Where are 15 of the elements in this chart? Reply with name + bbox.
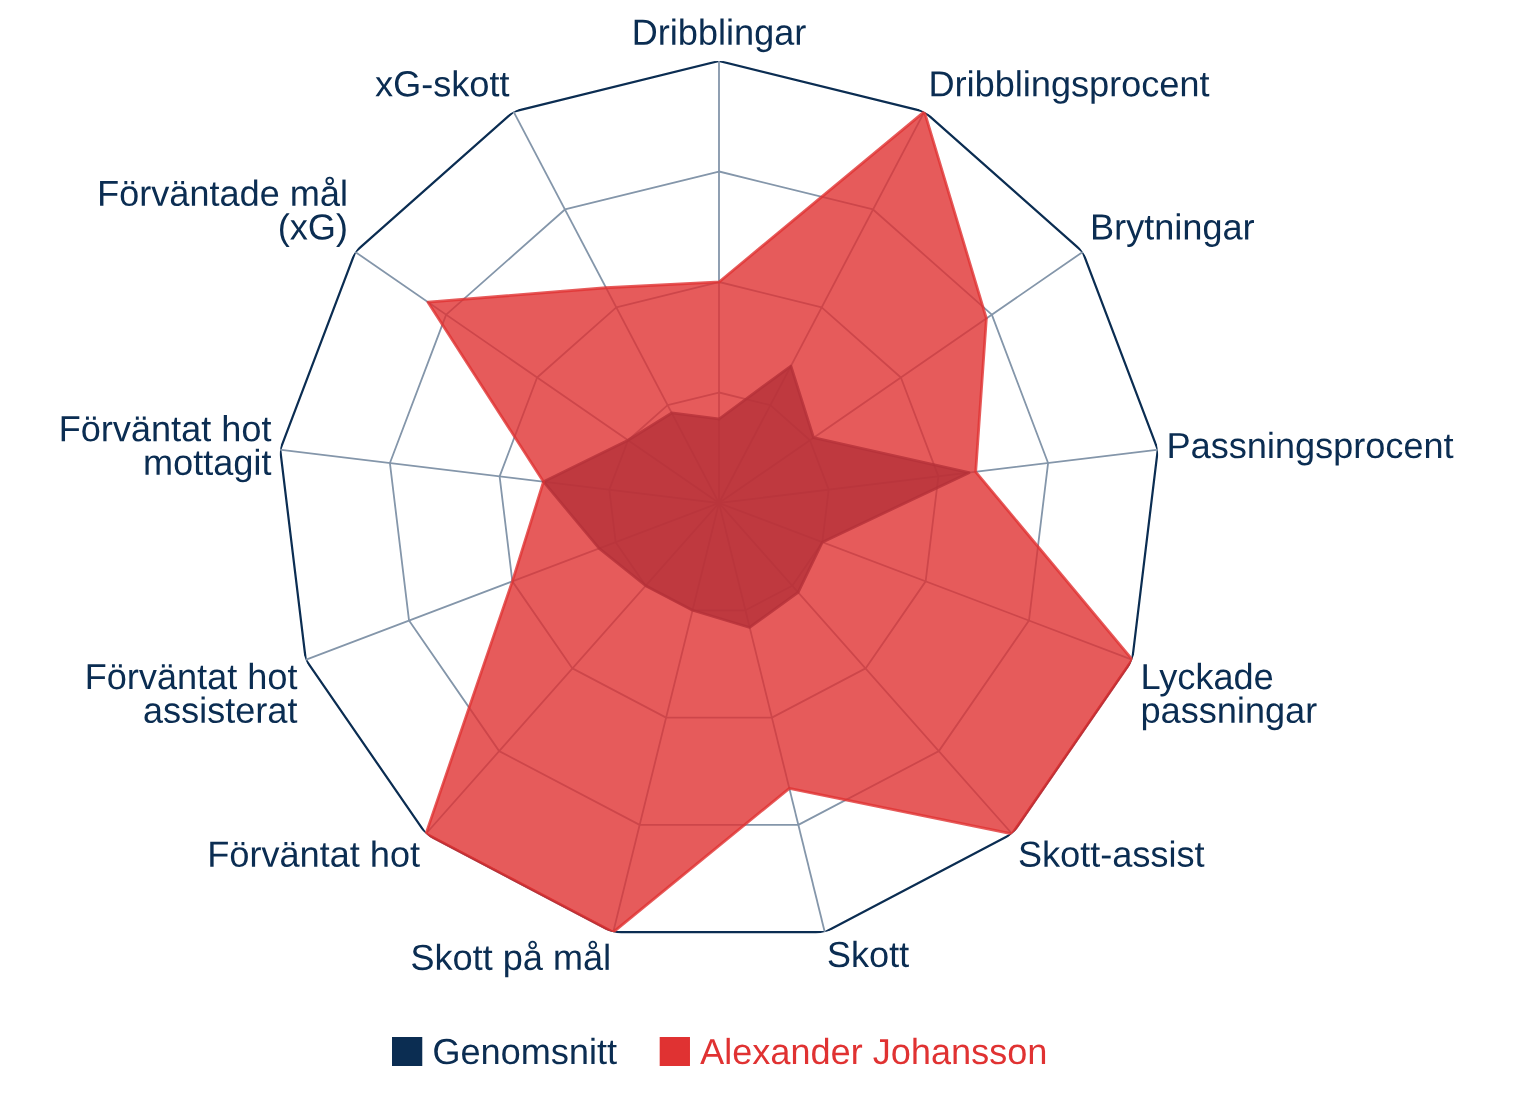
legend-label: Genomsnitt	[434, 1037, 617, 1065]
spoke-label: Dribblingar	[634, 18, 806, 53]
spoke-label: Skott	[828, 940, 909, 968]
spoke-label: Passningsprocent	[1169, 431, 1454, 466]
legend-label: Alexander Johansson	[700, 1037, 1046, 1065]
spoke-label: Förväntat hot mottagit	[61, 414, 272, 483]
spoke-label: xG-skott	[375, 70, 510, 97]
spoke-label: Förväntat hot assisterat	[87, 662, 298, 724]
spoke-label: Förväntade mål (xG)	[100, 176, 346, 247]
spoke-label: Förväntat hot	[210, 840, 420, 867]
spoke-label: Lyckade passningar	[1142, 662, 1317, 731]
spoke-label: Skott-assist	[1019, 840, 1205, 867]
spoke-label: Brytningar	[1093, 213, 1255, 247]
spoke-label: Dribblingsprocent	[931, 70, 1210, 104]
spoke-label: Skott på mål	[412, 940, 609, 978]
